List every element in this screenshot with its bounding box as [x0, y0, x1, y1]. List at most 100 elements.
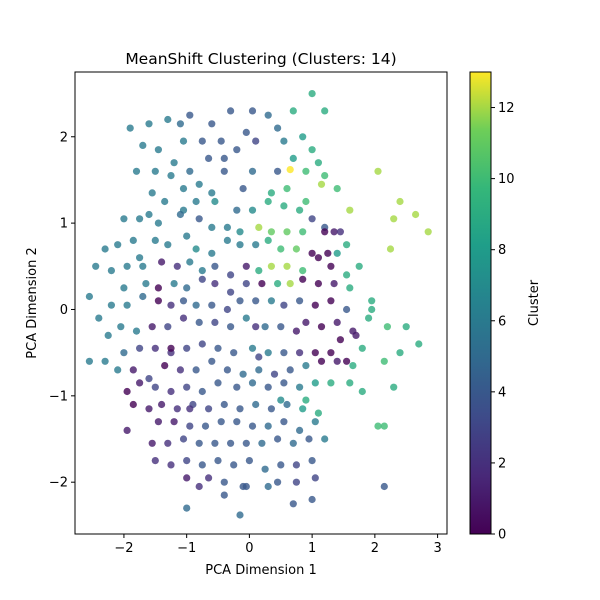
- data-point: [242, 128, 250, 136]
- data-point: [286, 366, 294, 374]
- colorbar-ticks: 0 2 4 6 8 10 12: [491, 101, 515, 543]
- y-tick-label: 0: [60, 303, 68, 318]
- data-point: [327, 262, 335, 270]
- data-point: [154, 418, 162, 426]
- data-point: [164, 115, 172, 124]
- data-point: [220, 478, 228, 486]
- data-point: [205, 405, 213, 413]
- data-point: [161, 362, 169, 370]
- data-point: [296, 426, 304, 434]
- data-point: [208, 249, 216, 257]
- data-point: [227, 271, 235, 279]
- data-point: [211, 439, 219, 447]
- data-point: [208, 120, 216, 128]
- data-point: [283, 185, 291, 193]
- data-point: [195, 439, 203, 447]
- data-point: [123, 301, 131, 309]
- data-point: [274, 280, 282, 288]
- data-point: [208, 223, 216, 231]
- data-point: [239, 370, 247, 378]
- data-point: [158, 258, 166, 266]
- data-point: [311, 379, 319, 387]
- data-point: [186, 111, 194, 119]
- data-point: [252, 137, 260, 145]
- data-point: [236, 228, 244, 236]
- data-point: [277, 323, 285, 331]
- data-point: [327, 297, 335, 305]
- data-point: [358, 387, 366, 396]
- data-point: [179, 297, 188, 305]
- data-point: [104, 331, 112, 339]
- x-tick-label: 2: [371, 541, 379, 556]
- colorbar-tick-label: 2: [498, 456, 506, 471]
- data-point: [242, 262, 250, 270]
- data-point: [154, 146, 162, 154]
- data-point: [264, 111, 272, 119]
- data-point: [220, 154, 228, 162]
- data-point: [283, 400, 291, 409]
- data-point: [264, 482, 272, 491]
- data-point: [183, 383, 191, 391]
- data-point: [264, 422, 272, 430]
- data-point: [195, 482, 203, 491]
- data-point: [230, 461, 238, 469]
- data-point: [129, 366, 137, 374]
- data-point: [311, 474, 319, 482]
- data-point: [120, 349, 128, 357]
- data-point: [299, 405, 307, 413]
- data-point: [258, 439, 266, 447]
- data-point: [302, 167, 310, 175]
- data-point: [145, 210, 153, 219]
- data-point: [236, 405, 244, 413]
- data-point: [292, 327, 300, 335]
- data-point: [167, 461, 175, 469]
- data-point: [148, 189, 156, 197]
- data-point: [252, 241, 260, 249]
- data-point: [208, 357, 216, 365]
- data-point: [336, 228, 344, 236]
- x-tick-label: 3: [433, 541, 441, 556]
- data-point: [299, 228, 307, 236]
- data-point: [324, 249, 332, 257]
- data-point: [220, 491, 228, 499]
- data-point: [192, 197, 200, 206]
- x-tick-label: 0: [245, 541, 253, 556]
- data-point: [223, 223, 231, 231]
- data-point: [167, 344, 175, 352]
- data-point: [211, 318, 219, 326]
- data-point: [296, 383, 304, 391]
- data-point: [151, 344, 159, 352]
- data-point: [274, 435, 282, 443]
- data-point: [183, 284, 191, 292]
- data-point: [164, 323, 172, 331]
- data-point: [126, 124, 134, 132]
- data-point: [267, 297, 275, 305]
- colorbar-tick-label: 12: [498, 101, 515, 116]
- data-point: [390, 383, 398, 391]
- data-point: [248, 422, 257, 430]
- data-point: [308, 215, 316, 223]
- data-point: [277, 461, 285, 469]
- data-point: [214, 344, 222, 352]
- data-point: [305, 435, 313, 443]
- x-tick-label: 1: [308, 541, 316, 556]
- data-point: [227, 288, 235, 296]
- data-point: [136, 344, 144, 352]
- data-point: [139, 141, 147, 149]
- data-point: [151, 167, 159, 175]
- data-point: [158, 400, 166, 409]
- data-point: [346, 379, 354, 387]
- data-point: [286, 280, 294, 288]
- data-point: [198, 340, 206, 348]
- data-point: [308, 90, 316, 98]
- data-point: [277, 396, 285, 404]
- data-point: [214, 457, 222, 465]
- data-point: [214, 379, 222, 387]
- data-point: [170, 159, 178, 167]
- data-point: [321, 228, 329, 236]
- data-point: [233, 206, 241, 214]
- colorbar-tick-label: 0: [498, 528, 506, 543]
- data-point: [123, 426, 131, 434]
- data-point: [296, 206, 304, 214]
- data-point: [208, 189, 216, 197]
